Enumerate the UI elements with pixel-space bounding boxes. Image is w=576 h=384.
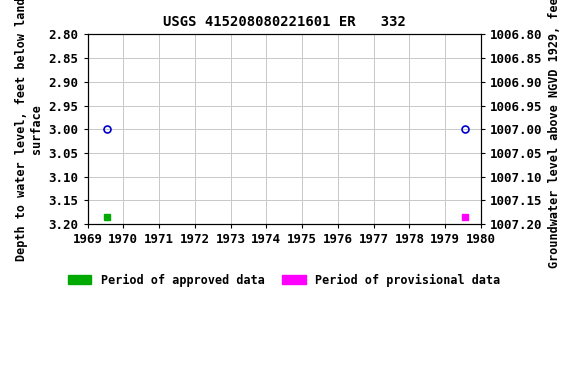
Y-axis label: Depth to water level, feet below land
surface: Depth to water level, feet below land su… bbox=[15, 0, 43, 261]
Title: USGS 415208080221601 ER   332: USGS 415208080221601 ER 332 bbox=[163, 15, 406, 29]
Y-axis label: Groundwater level above NGVD 1929, feet: Groundwater level above NGVD 1929, feet bbox=[548, 0, 561, 268]
Legend: Period of approved data, Period of provisional data: Period of approved data, Period of provi… bbox=[65, 270, 504, 290]
